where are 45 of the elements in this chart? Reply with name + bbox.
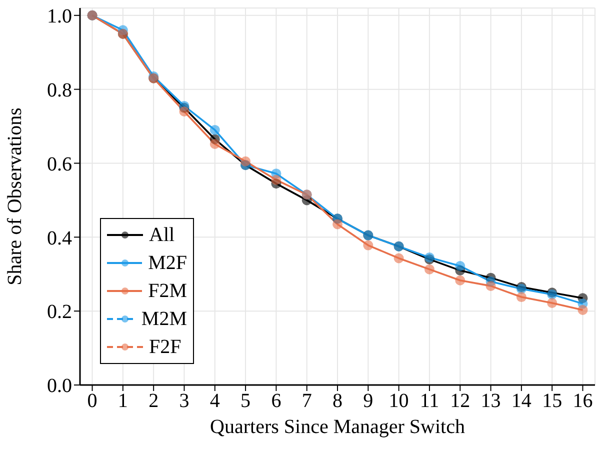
x-tick-label: 11 [420,390,440,412]
point [486,280,496,291]
x-tick-label: 6 [271,390,282,412]
point [394,253,404,264]
y-tick-label: 0.6 [47,153,72,176]
x-tick-label: 3 [179,390,190,412]
point [455,275,466,286]
point [271,174,282,185]
legend-label: F2F [149,336,182,358]
point [547,298,558,308]
point [578,304,588,315]
x-tick-label: 7 [302,390,312,412]
point [516,292,526,302]
point [210,124,220,135]
legend-label: All [149,224,175,246]
y-tick-label: 0.4 [47,227,72,250]
legend-label: M2F [148,252,187,274]
y-axis-title: Share of Observations [4,107,26,286]
y-tick-label: 0.8 [47,79,72,102]
point [363,240,374,250]
y-tick-label: 0.0 [47,375,72,398]
x-tick-label: 8 [332,390,342,412]
point [240,156,251,166]
legend-label: M2M [141,308,187,330]
x-tick-label: 5 [240,390,251,412]
x-tick-label: 14 [511,390,532,412]
point [424,264,434,274]
x-tick-label: 15 [542,390,562,412]
y-tick-label: 0.2 [47,301,72,324]
x-tick-label: 12 [450,390,470,412]
x-tick-label: 1 [118,390,128,412]
point [179,106,190,116]
x-tick-label: 9 [363,390,374,412]
point [332,219,342,230]
x-tick-label: 13 [480,390,501,412]
y-tick-label: 1.0 [47,5,72,28]
x-tick-label: 4 [210,390,220,412]
x-tick-label: 10 [388,390,409,412]
legend-label: F2M [148,280,187,302]
x-tick-label: 2 [148,390,159,412]
point [455,260,466,271]
point [210,139,220,150]
x-tick-label: 0 [87,390,98,412]
x-axis-title: Quarters Since Manager Switch [210,416,465,438]
x-tick-label: 16 [572,390,593,412]
